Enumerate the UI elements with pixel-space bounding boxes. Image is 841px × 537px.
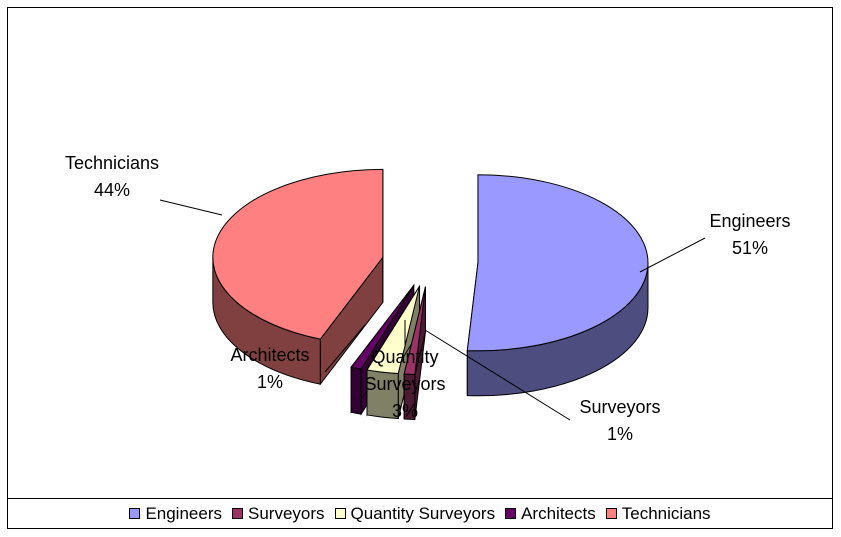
slice-label: Quantity Surveyors 3%: [355, 344, 455, 425]
legend-item: Quantity Surveyors: [334, 503, 496, 524]
legend-label: Technicians: [621, 503, 711, 523]
legend-label: Surveyors: [248, 503, 325, 523]
label-value: 1%: [606, 424, 633, 444]
slice: [212, 168, 384, 340]
leader-line: [639, 237, 706, 273]
label-name: Surveyors: [579, 397, 661, 417]
label-value: 3%: [391, 401, 418, 421]
label-value: 51%: [731, 238, 769, 258]
slice-label: Technicians 44%: [62, 150, 162, 204]
label-value: 1%: [256, 372, 283, 392]
legend: Engineers Surveyors Quantity Surveyors Arch…: [7, 498, 833, 529]
legend-item: Surveyors: [232, 504, 325, 524]
slice-label: Architects 1%: [215, 342, 325, 396]
slice-label: Surveyors 1%: [570, 394, 670, 448]
label-name: Architects: [230, 345, 310, 365]
legend-item: Engineers: [129, 504, 222, 524]
leader-line: [324, 324, 366, 373]
label-name: Quantity Surveyors: [364, 347, 446, 394]
legend-item: Architects: [505, 504, 596, 524]
legend-label: Engineers: [145, 503, 222, 523]
legend-label: Quantity Surveyors: [350, 503, 496, 523]
legend-item: Technicians: [605, 503, 711, 524]
label-name: Technicians: [64, 153, 160, 173]
legend-swatch: [505, 508, 517, 519]
slice: [366, 285, 421, 375]
label-name: Engineers: [709, 211, 791, 231]
leader-line: [424, 329, 571, 421]
legend-swatch: [232, 508, 243, 519]
legend-label: Architects: [521, 503, 596, 523]
slice: [350, 285, 415, 370]
legend-swatch: [605, 508, 617, 519]
label-value: 44%: [93, 180, 131, 200]
legend-swatch: [334, 508, 346, 519]
slice: [466, 174, 649, 352]
slice-label: Engineers 51%: [700, 208, 800, 262]
leader-line: [159, 199, 223, 216]
slice: [403, 286, 426, 376]
legend-swatch: [129, 508, 141, 519]
